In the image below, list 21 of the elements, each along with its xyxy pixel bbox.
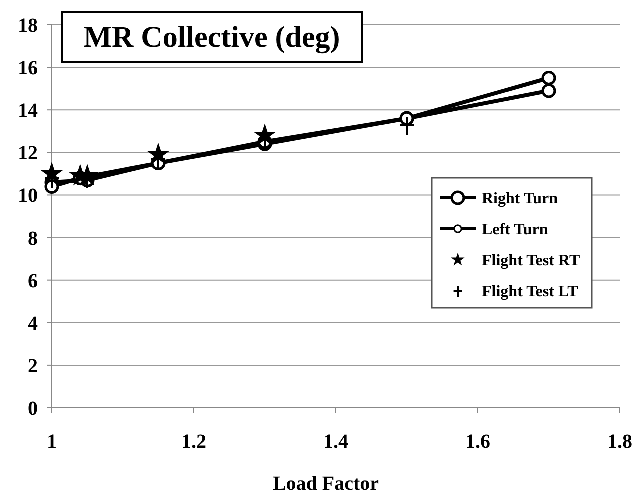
x-tick-label: 1.6 [466, 431, 490, 453]
y-tick-label: 0 [28, 398, 38, 420]
y-tick-label: 12 [18, 142, 38, 165]
y-tick-label: 14 [18, 100, 38, 122]
legend-label: Flight Test LT [482, 284, 579, 301]
chart-title: MR Collective (deg) [84, 21, 340, 54]
y-tick-label: 8 [28, 228, 38, 250]
y-tick-label: 10 [18, 185, 38, 208]
x-tick-label: 1.8 [608, 431, 632, 453]
y-tick-label: 2 [28, 355, 38, 378]
x-tick-label: 1 [47, 431, 57, 453]
legend-label: Left Turn [482, 222, 548, 239]
y-tick-label: 16 [18, 58, 38, 80]
legend-label: Flight Test RT [482, 252, 580, 270]
legend-label: Right Turn [482, 190, 558, 208]
x-tick-label: 1.2 [182, 431, 206, 453]
x-axis-title: Load Factor [272, 473, 380, 495]
y-tick-label: 6 [28, 270, 38, 292]
x-tick-label: 1.4 [324, 431, 348, 453]
y-tick-label: 4 [28, 312, 38, 335]
y-tick-label: 18 [18, 15, 38, 37]
